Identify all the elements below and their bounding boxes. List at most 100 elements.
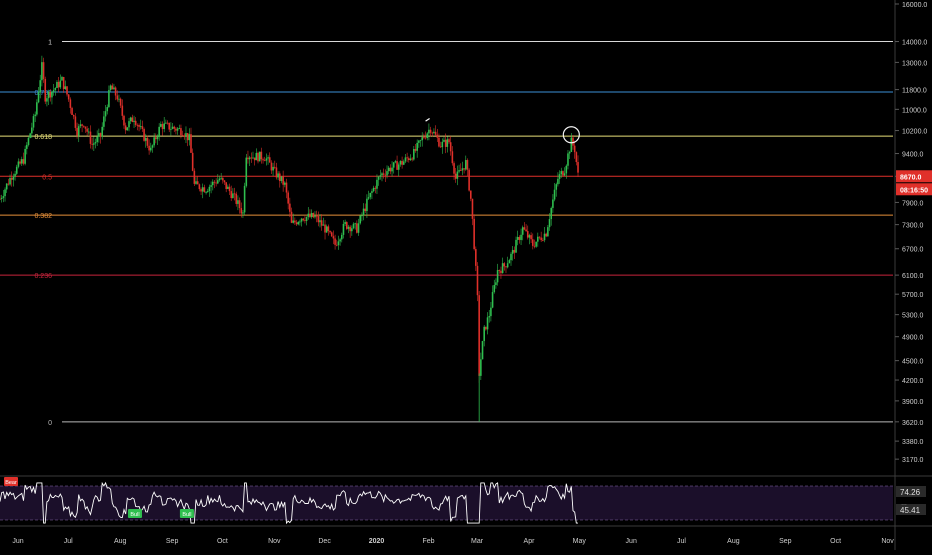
candle-body xyxy=(399,160,402,165)
candle-body xyxy=(501,263,504,274)
candle-body xyxy=(98,133,100,137)
candle xyxy=(354,222,356,230)
candle-body xyxy=(163,123,165,130)
candle xyxy=(74,113,77,131)
candle-body xyxy=(299,221,301,223)
candle-body xyxy=(47,91,50,99)
candle-body xyxy=(553,189,556,200)
candle-body xyxy=(531,239,534,246)
candle xyxy=(577,155,579,177)
price-tick-label-12: 5700.0 xyxy=(902,292,924,299)
candle xyxy=(183,133,186,140)
candle-body xyxy=(260,151,263,160)
candle-body xyxy=(292,220,294,223)
candle xyxy=(335,239,338,247)
candle xyxy=(10,171,13,187)
candle-body xyxy=(366,198,368,212)
candle xyxy=(542,237,544,242)
candle-body xyxy=(37,92,40,103)
candle-body xyxy=(533,245,536,247)
candle xyxy=(213,180,216,189)
candle-body xyxy=(379,175,382,177)
candle-body xyxy=(54,88,57,91)
candle xyxy=(436,128,439,142)
candle-body xyxy=(372,187,375,192)
candle-body xyxy=(483,326,485,342)
candle-body xyxy=(26,144,28,149)
candle xyxy=(334,234,336,250)
candle xyxy=(411,157,413,162)
candle-body xyxy=(278,173,281,182)
candle-body xyxy=(416,142,418,151)
candle-body xyxy=(186,133,189,141)
candle-body xyxy=(253,157,256,161)
candle-body xyxy=(0,197,3,199)
candle-body xyxy=(369,192,372,198)
candle-body xyxy=(94,142,97,144)
candle-body xyxy=(190,134,192,153)
candle xyxy=(553,182,556,202)
candle-body xyxy=(15,166,18,174)
candle-body xyxy=(295,222,298,225)
candle xyxy=(61,75,63,81)
candle xyxy=(49,89,52,102)
candle xyxy=(210,181,212,194)
candle-body xyxy=(397,164,400,170)
candle xyxy=(188,128,191,146)
candle-body xyxy=(468,169,470,191)
candle-body xyxy=(488,316,491,318)
candle xyxy=(44,76,47,105)
time-tick-label-17: Nov xyxy=(881,538,894,545)
candle xyxy=(480,352,482,380)
candle-body xyxy=(121,105,124,116)
price-tick-label-19: 3380.0 xyxy=(902,439,924,446)
candle-body xyxy=(196,181,199,185)
candle-body xyxy=(332,236,335,239)
time-tick-label-8: Feb xyxy=(422,538,434,545)
candle xyxy=(161,121,164,136)
price-tick-label-20: 3170.0 xyxy=(902,457,924,464)
price-tick-label-18: 3620.0 xyxy=(902,420,924,427)
candle-body xyxy=(461,168,464,171)
candle xyxy=(86,126,88,136)
candle-body xyxy=(210,185,212,187)
candle xyxy=(275,162,278,180)
candle-body xyxy=(356,223,358,233)
candle-body xyxy=(268,157,271,163)
candle xyxy=(533,239,536,249)
candle-body xyxy=(233,193,236,195)
candle-body xyxy=(89,131,92,144)
candle xyxy=(317,211,320,227)
candle-body xyxy=(255,152,258,161)
candle-body xyxy=(391,167,393,172)
candle xyxy=(289,197,291,218)
candle xyxy=(379,169,382,180)
candle-body xyxy=(577,162,579,173)
candle xyxy=(329,230,331,234)
candle xyxy=(258,151,261,162)
candle-body xyxy=(128,121,130,128)
candle xyxy=(262,157,264,164)
candle xyxy=(352,222,355,230)
candle xyxy=(560,167,563,178)
candle-body xyxy=(548,219,551,228)
candle xyxy=(252,151,254,160)
candle-body xyxy=(451,151,454,164)
candle xyxy=(404,153,407,164)
time-tick-label-9: Mar xyxy=(471,538,484,545)
candle-body xyxy=(337,241,340,246)
candle-body xyxy=(304,220,306,222)
candle xyxy=(545,232,547,238)
candle xyxy=(255,148,258,161)
price-tick-label-13: 5300.0 xyxy=(902,313,924,320)
candle xyxy=(134,117,137,127)
candle xyxy=(76,122,78,139)
candle-body xyxy=(81,124,83,126)
candle xyxy=(206,188,209,193)
candle xyxy=(155,133,157,144)
time-tick-label-6: Dec xyxy=(318,538,331,545)
candle-body xyxy=(126,127,129,131)
candle xyxy=(138,123,140,132)
candle-body xyxy=(285,182,288,193)
